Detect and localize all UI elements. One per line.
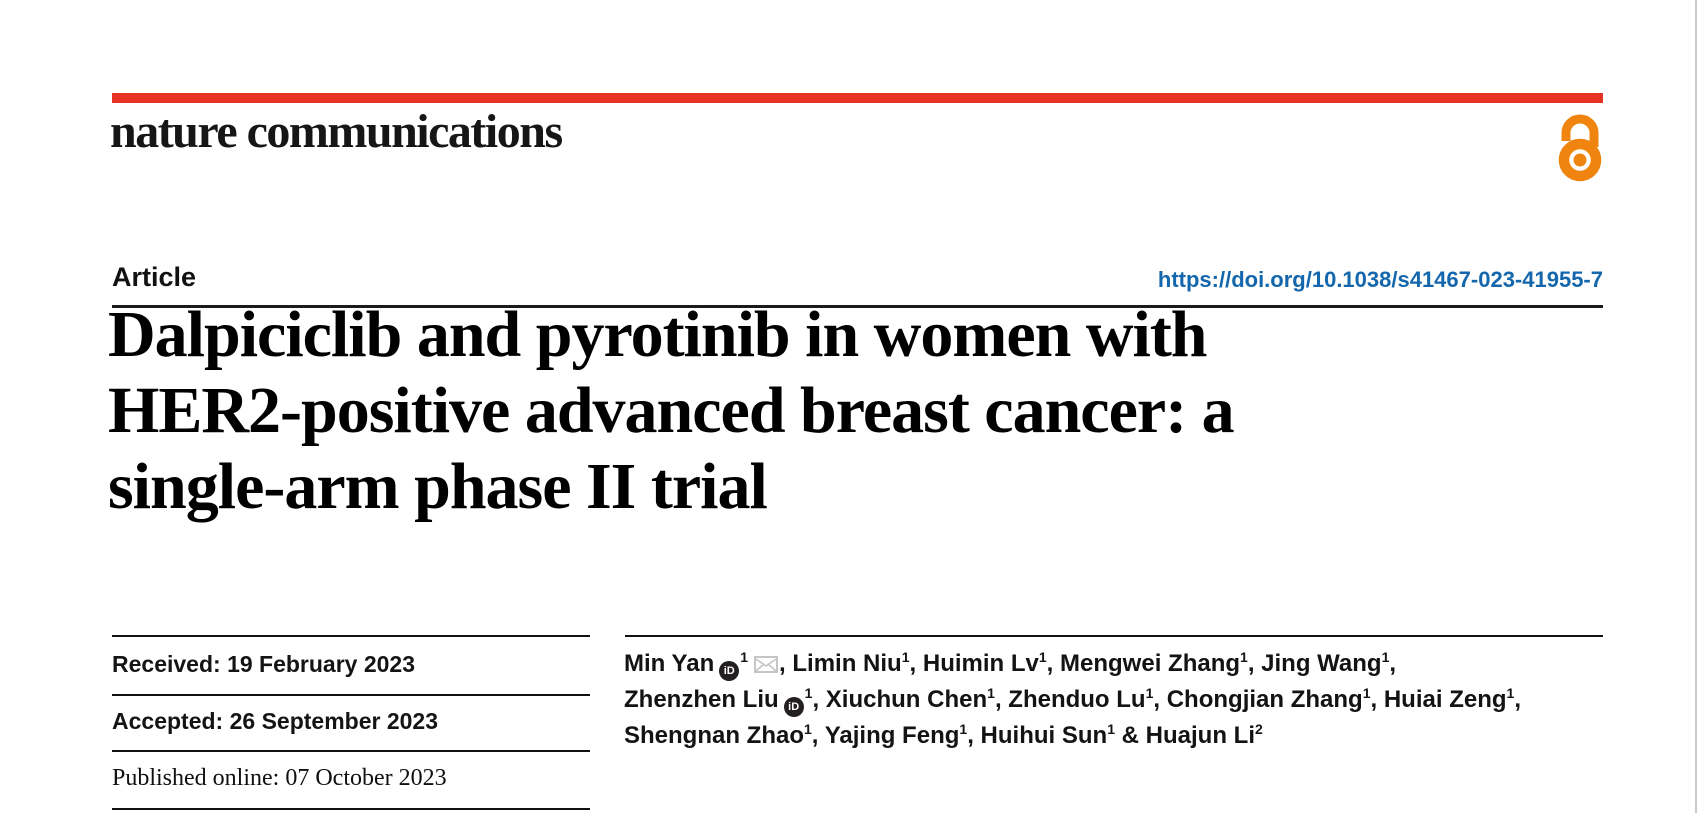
email-icon[interactable] (754, 656, 779, 673)
authors-top-rule (625, 635, 1603, 637)
affiliation-superscript: 1 (804, 721, 812, 737)
author-line: Shengnan Zhao1, Yajing Feng1, Huihui Sun… (624, 718, 1624, 754)
author-separator: , (994, 686, 1009, 713)
paper-title: Dalpiciclib and pyrotinib in women with … (108, 297, 1508, 525)
affiliation-superscript: 1 (901, 649, 910, 665)
paper-title-line: single-arm phase II trial (108, 450, 768, 523)
author-separator: , (909, 650, 923, 677)
author-name: Huihui Sun (980, 722, 1108, 749)
affiliation-superscript: 1 (1038, 649, 1047, 665)
published-date: 07 October 2023 (285, 765, 447, 791)
author-line: Zhenzhen Liu iD1, Xiuchun Chen1, Zhenduo … (624, 682, 1624, 718)
author-name: Huajun Li (1145, 722, 1255, 749)
paper-title-line: HER2-positive advanced breast cancer: a (108, 374, 1235, 447)
header-rule (112, 305, 1603, 308)
affiliation-superscript: 1 (1107, 721, 1115, 737)
author-list: Min Yan iD1, Limin Niu1, Huimin Lv1, Meng… (624, 646, 1624, 754)
open-access-icon (1558, 114, 1602, 182)
masthead-red-bar (112, 93, 1603, 103)
author-name: Chongjian Zhang (1166, 686, 1363, 713)
affiliation-superscript: 1 (1381, 649, 1390, 665)
affiliation-superscript: 1 (740, 649, 749, 665)
orcid-icon[interactable]: iD (783, 697, 804, 717)
author-name: Huimin Lv (922, 650, 1039, 677)
author-line: Min Yan iD1, Limin Niu1, Huimin Lv1, Meng… (624, 646, 1624, 682)
affiliation-superscript: 1 (1506, 685, 1515, 701)
accepted-date: 26 September 2023 (229, 708, 438, 734)
author-separator: , (1153, 686, 1167, 713)
author-separator: , (1046, 650, 1061, 677)
author-separator: , (1514, 686, 1521, 713)
author-separator: , (812, 686, 826, 713)
author-name: Limin Niu (792, 650, 902, 677)
received-row: Received: 19 February 2023 (112, 650, 590, 678)
affiliation-superscript: 1 (987, 685, 995, 701)
doi-link[interactable]: https://doi.org/10.1038/s41467-023-41955… (1157, 267, 1603, 292)
author-separator: , (1247, 650, 1262, 677)
divider-rule (112, 808, 590, 810)
article-type-label: Article (112, 262, 197, 292)
orcid-icon[interactable]: iD (719, 661, 740, 681)
author-separator: , (811, 722, 825, 749)
affiliation-superscript: 1 (804, 685, 813, 701)
published-label: Published online: (112, 765, 280, 791)
page-edge-divider (1695, 0, 1697, 813)
author-name: Huiai Zeng (1383, 686, 1507, 713)
author-separator: , (779, 650, 793, 677)
affiliation-superscript: 1 (1145, 685, 1154, 701)
divider-rule (112, 694, 590, 696)
author-name: Jing Wang (1261, 650, 1382, 677)
author-name: Yajing Feng (824, 722, 960, 749)
author-name: Zhenzhen Liu (624, 686, 779, 713)
accepted-label: Accepted: (112, 708, 224, 734)
affiliation-superscript: 1 (1240, 649, 1248, 665)
divider-rule (112, 750, 590, 752)
author-separator: , (1389, 650, 1397, 677)
author-name: Shengnan Zhao (624, 722, 804, 749)
author-name: Zhenduo Lu (1008, 686, 1146, 713)
author-separator: , (1370, 686, 1384, 713)
author-separator: & (1114, 722, 1146, 749)
affiliation-superscript: 2 (1254, 721, 1263, 737)
affiliation-superscript: 1 (959, 721, 968, 737)
author-name: Min Yan (624, 650, 715, 677)
affiliation-superscript: 1 (1362, 685, 1371, 701)
author-name: Mengwei Zhang (1060, 650, 1241, 677)
received-date: 19 February 2023 (227, 651, 416, 677)
received-label: Received: (112, 651, 221, 677)
author-name: Xiuchun Chen (825, 686, 988, 713)
paper-title-line: Dalpiciclib and pyrotinib in women with (108, 298, 1208, 371)
journal-logo: nature communications (110, 105, 563, 158)
author-separator: , (967, 722, 981, 749)
published-row: Published online: 07 October 2023 (112, 764, 590, 792)
divider-rule (112, 635, 590, 637)
accepted-row: Accepted: 26 September 2023 (112, 707, 590, 735)
